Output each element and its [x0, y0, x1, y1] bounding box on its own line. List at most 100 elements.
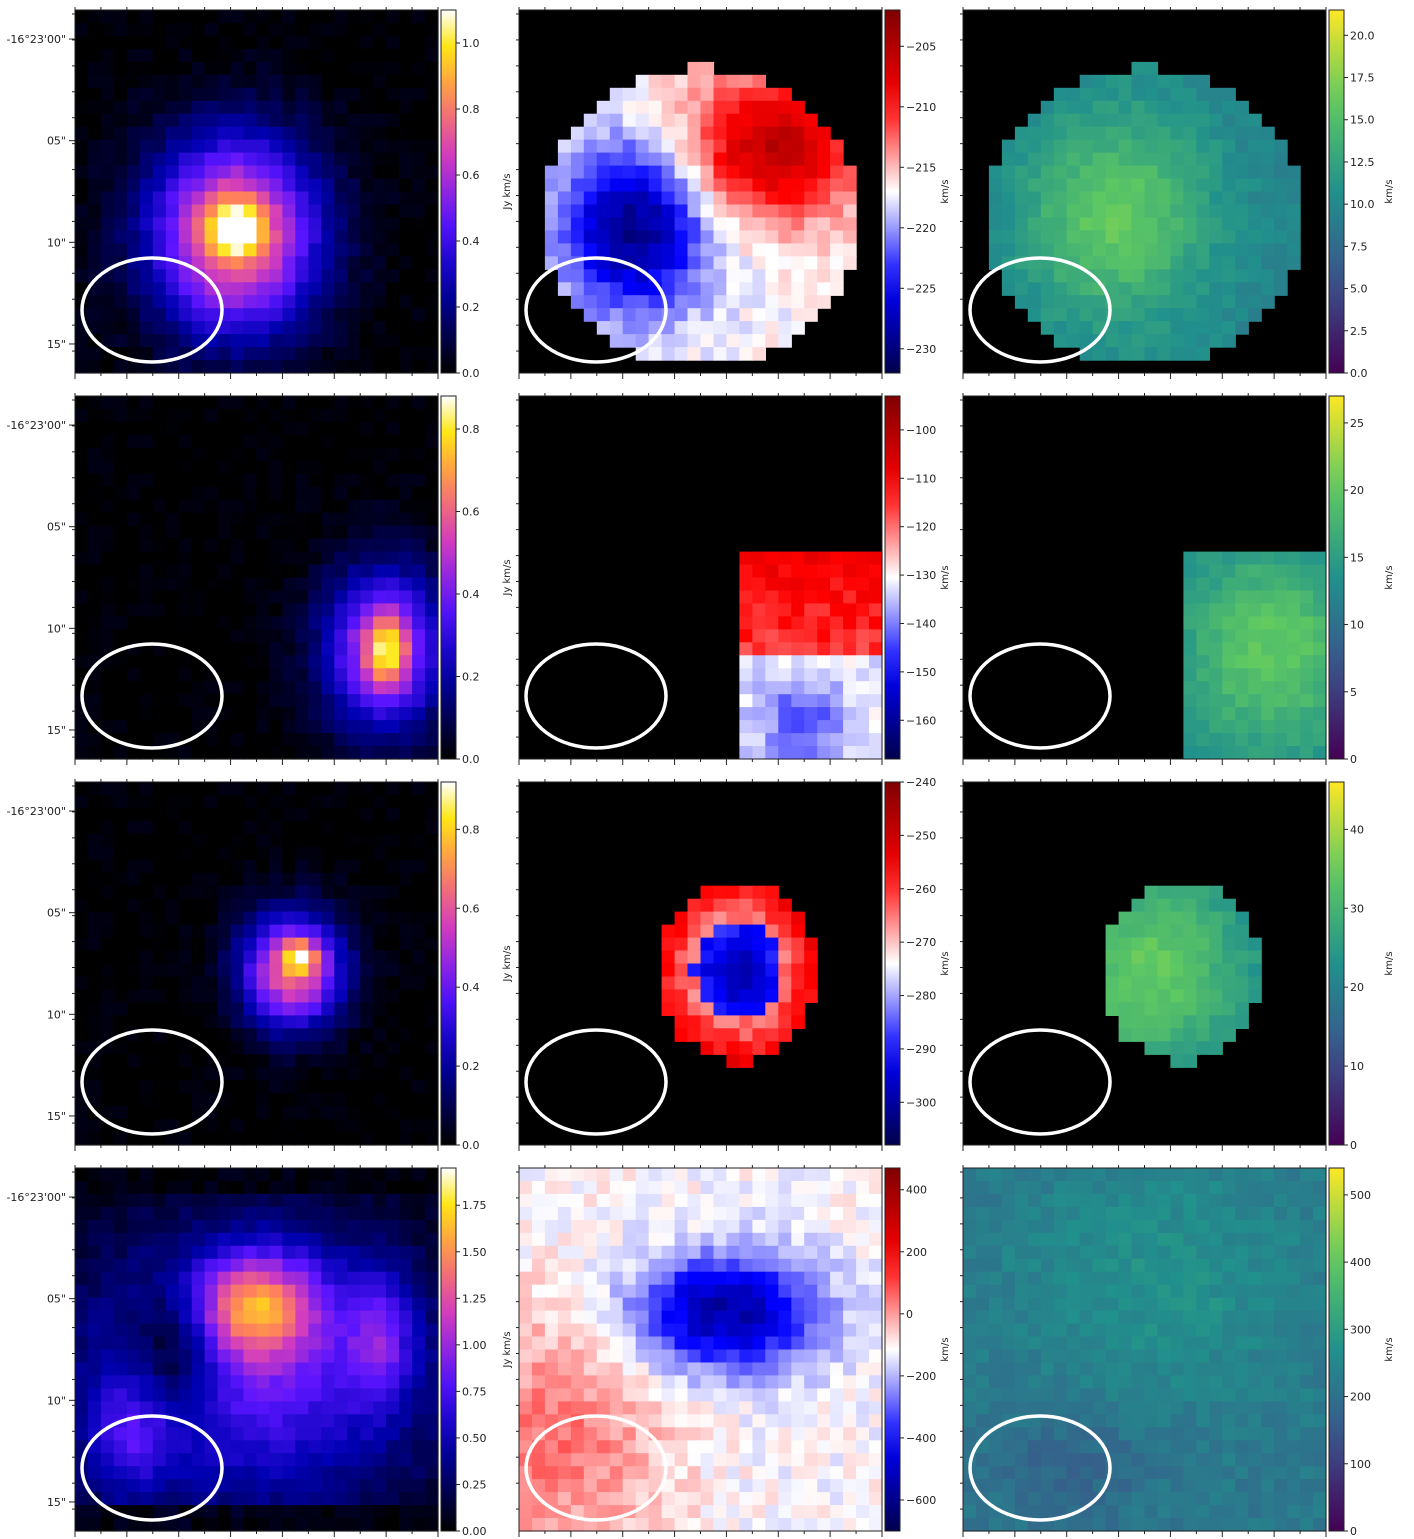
- map-pixel: [230, 347, 245, 361]
- map-pixel: [399, 1310, 413, 1325]
- map-pixel: [1001, 217, 1016, 231]
- map-pixel: [425, 512, 439, 527]
- map-pixel: [126, 460, 141, 475]
- map-pixel: [308, 1015, 322, 1029]
- map-pixel: [1001, 178, 1016, 193]
- map-pixel: [269, 1219, 284, 1234]
- map-pixel: [386, 1181, 400, 1195]
- map-pixel: [347, 937, 361, 952]
- map-pixel: [308, 409, 322, 423]
- map-pixel: [139, 1245, 154, 1260]
- map-pixel: [100, 1388, 115, 1402]
- map-pixel: [1001, 139, 1016, 154]
- map-pixel: [152, 434, 167, 449]
- map-pixel: [152, 23, 167, 37]
- map-pixel: [165, 629, 180, 643]
- map-pixel: [88, 616, 102, 630]
- map-pixel: [360, 1106, 374, 1120]
- map-pixel: [399, 629, 413, 643]
- map-pixel: [88, 1080, 102, 1094]
- map-pixel: [1196, 616, 1210, 630]
- map-pixel: [126, 616, 141, 630]
- map-pixel: [373, 1054, 387, 1068]
- map-pixel: [152, 577, 167, 592]
- map-pixel: [425, 347, 439, 361]
- map-pixel: [386, 1323, 400, 1338]
- map-pixel: [165, 1362, 180, 1377]
- map-pixel: [804, 191, 818, 206]
- map-pixel: [256, 1401, 271, 1415]
- map-pixel: [988, 165, 1003, 180]
- map-pixel: [139, 165, 154, 180]
- map-pixel: [230, 434, 245, 449]
- map-pixel: [425, 230, 439, 244]
- map-pixel: [360, 165, 374, 180]
- map-pixel: [1209, 243, 1223, 257]
- colorbar-tick-label: −230: [906, 343, 936, 356]
- map-pixel: [308, 1401, 322, 1415]
- map-pixel: [373, 473, 387, 488]
- map-pixel: [100, 74, 115, 89]
- map-pixel: [583, 217, 598, 231]
- map-pixel: [178, 321, 193, 335]
- map-pixel: [126, 911, 141, 926]
- map-pixel: [635, 256, 650, 270]
- map-pixel: [243, 48, 258, 63]
- map-pixel: [1144, 282, 1159, 296]
- map-pixel: [217, 603, 232, 617]
- map-pixel: [700, 204, 715, 219]
- map-pixel: [295, 1080, 309, 1094]
- map-pixel: [243, 733, 258, 747]
- map-pixel: [113, 409, 128, 423]
- map-pixel: [1248, 733, 1262, 747]
- map-pixel: [204, 74, 219, 89]
- map-pixel: [399, 499, 413, 514]
- map-pixel: [269, 10, 284, 24]
- map-pixel: [1196, 139, 1210, 154]
- map-pixel: [75, 1388, 89, 1402]
- map-pixel: [360, 1028, 374, 1042]
- map-pixel: [700, 152, 715, 167]
- beam-ellipse: [80, 256, 224, 364]
- map-pixel: [713, 950, 728, 965]
- map-pixel: [425, 1284, 439, 1299]
- map-pixel: [165, 1054, 180, 1068]
- map-pixel: [282, 295, 296, 309]
- map-pixel: [191, 694, 206, 708]
- map-pixel: [386, 1015, 400, 1029]
- map-pixel: [386, 681, 400, 695]
- map-pixel: [347, 655, 361, 669]
- map-pixel: [1313, 577, 1327, 592]
- map-pixel: [622, 126, 637, 141]
- map-pixel: [1274, 139, 1288, 154]
- map-pixel: [425, 100, 439, 115]
- map-pixel: [1170, 295, 1184, 309]
- map-pixel: [88, 1401, 102, 1415]
- map-pixel: [687, 165, 702, 180]
- map-pixel: [256, 396, 271, 410]
- colorbar-tick-label: −210: [906, 101, 936, 114]
- map-pixel: [126, 577, 141, 592]
- map-pixel: [739, 976, 753, 991]
- map-pixel: [674, 321, 689, 335]
- map-pixel: [1170, 256, 1184, 270]
- map-pixel: [230, 409, 245, 423]
- map-pixel: [791, 668, 805, 682]
- map-pixel: [152, 924, 167, 939]
- map-pixel: [269, 1297, 284, 1312]
- map-pixel: [100, 807, 115, 822]
- map-pixel: [139, 872, 154, 887]
- map-pixel: [152, 473, 167, 488]
- map-pixel: [256, 1041, 271, 1055]
- map-pixel: [399, 820, 413, 835]
- colorbar-tick-label: 20.0: [1350, 29, 1375, 42]
- map-pixel: [126, 872, 141, 887]
- map-pixel: [256, 1336, 271, 1351]
- map-pixel: [713, 217, 728, 231]
- map-pixel: [765, 924, 779, 939]
- map-pixel: [347, 911, 361, 926]
- map-pixel: [308, 1349, 322, 1364]
- map-pixel: [778, 243, 792, 257]
- map-pixel: [269, 1015, 284, 1029]
